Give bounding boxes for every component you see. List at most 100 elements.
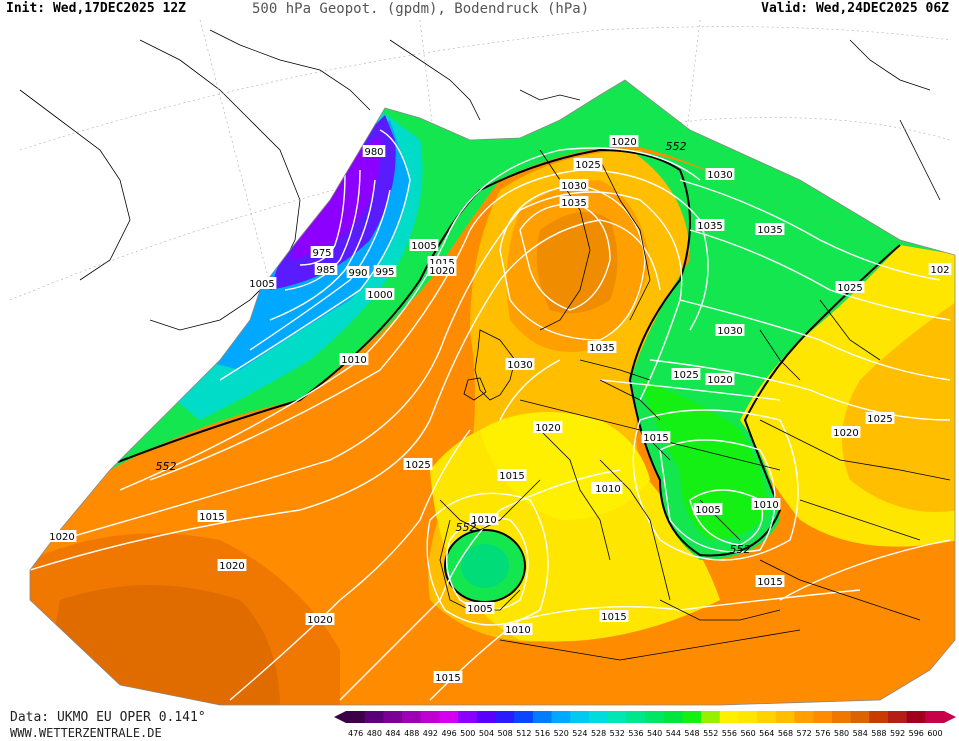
pressure-label-text: 990 xyxy=(348,268,367,279)
legend-swatch xyxy=(682,711,702,723)
geopotential-label: 552 xyxy=(156,460,177,473)
legend-label: 528 xyxy=(591,729,606,738)
legend-label: 544 xyxy=(666,729,681,738)
pressure-label: 1015 xyxy=(641,431,671,444)
pressure-label-text: 1025 xyxy=(575,160,600,171)
legend-label: 540 xyxy=(647,729,662,738)
legend-label: 596 xyxy=(909,729,924,738)
pressure-label: 1005 xyxy=(465,602,495,615)
legend-arrow-right xyxy=(944,711,956,723)
pressure-label-text: 975 xyxy=(312,248,331,259)
legend-label: 556 xyxy=(722,729,737,738)
geopotential-label: 552 xyxy=(456,521,477,534)
pressure-label: 1035 xyxy=(587,341,617,354)
pressure-label-text: 1020 xyxy=(307,615,332,626)
pressure-label: 1005 xyxy=(409,239,439,252)
legend-swatch xyxy=(495,711,515,723)
pressure-label-text: 1015 xyxy=(429,258,454,269)
pressure-label: 1025 xyxy=(573,158,603,171)
pressure-label-text: 1030 xyxy=(707,170,732,181)
pressure-label-text: 1005 xyxy=(249,279,274,290)
legend-swatch xyxy=(757,711,777,723)
pressure-label: 1025 xyxy=(865,412,895,425)
legend-swatch xyxy=(626,711,646,723)
pressure-label: 1020 xyxy=(47,530,77,543)
pressure-label: 985 xyxy=(314,263,338,276)
data-source: Data: UKMO EU OPER 0.141° xyxy=(10,710,206,725)
pressure-label-text: 1035 xyxy=(561,198,586,209)
pressure-label-text: 1015 xyxy=(643,433,668,444)
pressure-label: 1025 xyxy=(671,368,701,381)
pressure-label-text: 1020 xyxy=(49,532,74,543)
pressure-label-text: 1035 xyxy=(697,221,722,232)
legend-swatch xyxy=(925,711,945,723)
legend-label: 492 xyxy=(423,729,438,738)
legend-label: 588 xyxy=(871,729,886,738)
pressure-label: 1035 xyxy=(559,196,589,209)
legend-swatch xyxy=(570,711,590,723)
legend-label: 552 xyxy=(703,729,718,738)
pressure-label-text: 1010 xyxy=(505,625,530,636)
legend-label: 536 xyxy=(628,729,643,738)
pressure-label: 1035 xyxy=(695,219,725,232)
pressure-label-text: 1020 xyxy=(429,266,454,277)
pressure-label: 1015 xyxy=(755,575,785,588)
legend-swatch xyxy=(645,711,665,723)
pressure-label-text: 1020 xyxy=(707,375,732,386)
pressure-label: 1010 xyxy=(593,482,623,495)
legend-swatch xyxy=(383,711,403,723)
pressure-label-text: 1030 xyxy=(717,326,742,337)
pressure-label: 1020 xyxy=(705,373,735,386)
legend-swatch xyxy=(775,711,795,723)
pressure-label: 1015 xyxy=(497,469,527,482)
legend-swatch xyxy=(701,711,721,723)
legend-swatch xyxy=(719,711,739,723)
pressure-label-text: 1030 xyxy=(507,360,532,371)
pressure-label: 1000 xyxy=(365,288,395,301)
legend-swatch xyxy=(607,711,627,723)
pressure-label: 1010 xyxy=(503,623,533,636)
legend-label: 532 xyxy=(610,729,625,738)
legend-label: 560 xyxy=(740,729,755,738)
pressure-label-text: 1005 xyxy=(411,241,436,252)
pressure-label: 1015 xyxy=(197,510,227,523)
legend-label: 488 xyxy=(404,729,419,738)
legend-label: 476 xyxy=(348,729,363,738)
pressure-label: 1010 xyxy=(339,353,369,366)
legend-swatch xyxy=(887,711,908,723)
pressure-label-text: 1020 xyxy=(611,137,636,148)
pressure-label: 1030 xyxy=(505,358,535,371)
pressure-label-text: 1020 xyxy=(535,423,560,434)
legend-swatch xyxy=(346,711,366,723)
pressure-label: 975 xyxy=(310,246,334,259)
pressure-label: 1010 xyxy=(751,498,781,511)
legend-label: 592 xyxy=(890,729,905,738)
legend-swatch xyxy=(850,711,870,723)
legend-swatch xyxy=(738,711,758,723)
legend-label: 484 xyxy=(385,729,400,738)
legend-label: 584 xyxy=(853,729,868,738)
pressure-label-text: 1000 xyxy=(367,290,392,301)
legend-label: 572 xyxy=(797,729,812,738)
pressure-label: 1035 xyxy=(755,223,785,236)
pressure-label: 990 xyxy=(346,266,370,279)
website-link: WWW.WETTERZENTRALE.DE xyxy=(10,726,162,740)
pressure-label-text: 1010 xyxy=(341,355,366,366)
legend-label: 576 xyxy=(815,729,830,738)
isobars xyxy=(29,129,951,701)
pressure-label-text: 1015 xyxy=(435,673,460,684)
legend-swatch xyxy=(532,711,553,723)
pressure-label-text: 1010 xyxy=(471,515,496,526)
init-time: Init: Wed,17DEC2025 12Z xyxy=(6,1,187,16)
legend-label: 500 xyxy=(460,729,475,738)
pressure-label: 1005 xyxy=(247,277,277,290)
pressure-label: 1010 xyxy=(469,513,499,526)
domain-border xyxy=(29,79,956,706)
legend-label: 568 xyxy=(778,729,793,738)
legend-swatch xyxy=(588,711,609,723)
pressure-label: 1020 xyxy=(427,264,457,277)
pressure-label: 1020 xyxy=(217,559,247,572)
pressure-label: 1020 xyxy=(609,135,639,148)
pressure-label-text: 1015 xyxy=(601,612,626,623)
